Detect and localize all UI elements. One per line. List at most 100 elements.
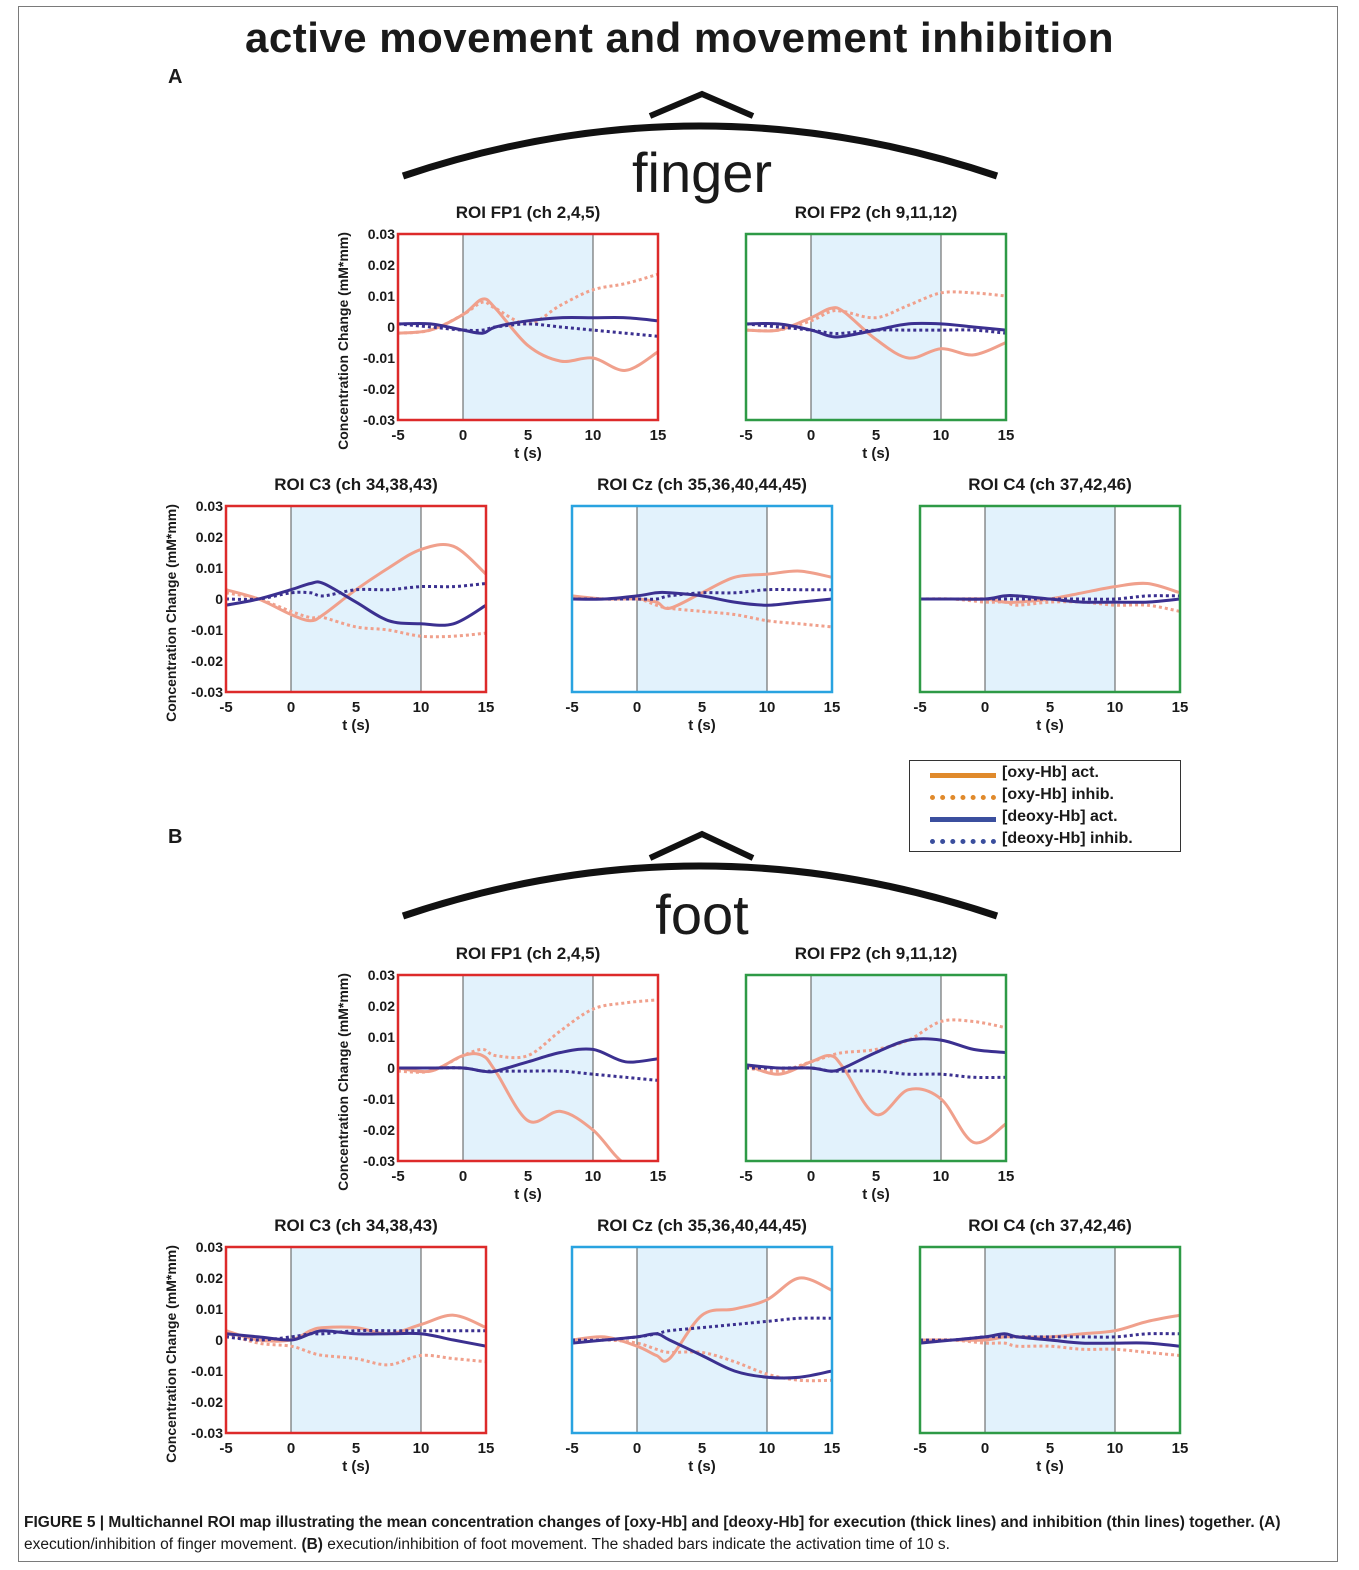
y-tick-label: -0.03 — [363, 412, 395, 428]
x-axis-label: t (s) — [342, 717, 370, 734]
chart-title: ROI C3 (ch 34,38,43) — [274, 1216, 437, 1235]
caption-lead: FIGURE 5 | Multichannel ROI map illustra… — [24, 1514, 1255, 1531]
x-tick-label: 0 — [287, 1440, 295, 1457]
chart-title: ROI C3 (ch 34,38,43) — [274, 475, 437, 494]
chart-a-fp2: ROI FP2 (ch 9,11,12) -5 0 5 10 15 t (s) — [739, 203, 1014, 462]
y-tick-label: 0 — [215, 591, 223, 607]
nose-marker — [648, 90, 755, 119]
head-arc — [401, 862, 999, 920]
panel-a-letter: A — [168, 66, 183, 88]
y-tick-label: 0.01 — [368, 288, 395, 304]
x-tick-label: -5 — [913, 699, 926, 716]
y-tick-label: 0.01 — [196, 560, 223, 576]
series-line — [398, 1052, 624, 1161]
x-axis-label: t (s) — [514, 1186, 542, 1203]
legend-item-deoxy-inhib: [deoxy-Hb] inhib. — [910, 829, 1180, 851]
x-tick-label: 0 — [633, 1440, 641, 1457]
y-tick-label: -0.02 — [363, 381, 395, 397]
x-tick-label: 15 — [824, 1440, 841, 1457]
x-tick-label: 0 — [459, 427, 467, 444]
series-group — [226, 1313, 486, 1367]
x-tick-label: -5 — [565, 699, 578, 716]
legend-swatch — [930, 795, 996, 800]
y-tick-label: -0.01 — [191, 1363, 223, 1379]
series-line — [746, 322, 1006, 336]
series-line — [226, 582, 486, 601]
plot-frame — [744, 232, 1008, 422]
plot-frame — [744, 973, 1008, 1163]
x-tick-label: 0 — [459, 1168, 467, 1185]
x-tick-label: 15 — [824, 699, 841, 716]
x-axis-label: t (s) — [1036, 717, 1064, 734]
series-line — [572, 1316, 832, 1342]
x-axis-label: t (s) — [514, 445, 542, 462]
chart-title: ROI FP1 (ch 2,4,5) — [456, 203, 601, 222]
series-line — [226, 1328, 486, 1342]
activation-shade — [811, 234, 941, 420]
x-axis-label: t (s) — [862, 445, 890, 462]
x-tick-label: 10 — [1107, 699, 1124, 716]
activation-shade — [463, 975, 593, 1161]
series-line — [572, 587, 832, 601]
y-tick-label: 0.03 — [196, 1239, 223, 1255]
x-axis-label: t (s) — [688, 1458, 716, 1475]
x-tick-label: -5 — [565, 1440, 578, 1457]
x-tick-label: 0 — [633, 699, 641, 716]
x-tick-label: -5 — [913, 1440, 926, 1457]
y-tick-label: -0.03 — [191, 1425, 223, 1441]
x-tick-label: 0 — [807, 1168, 815, 1185]
y-tick-label: -0.02 — [191, 653, 223, 669]
series-line — [746, 1066, 1006, 1080]
x-tick-label: 5 — [698, 1440, 706, 1457]
x-tick-label: 15 — [1172, 1440, 1189, 1457]
y-tick-label: 0 — [215, 1332, 223, 1348]
x-tick-label: 5 — [352, 1440, 360, 1457]
x-tick-label: 0 — [287, 699, 295, 716]
plot-frame — [570, 504, 834, 694]
chart-a-c3: ROI C3 (ch 34,38,43) -5 0 5 10 15 t (s) 0.03 0.0… — [163, 475, 494, 734]
series-group — [572, 569, 832, 629]
figure-border — [18, 6, 1338, 1562]
legend: [oxy-Hb] act. [oxy-Hb] inhib. [deoxy-Hb]… — [909, 760, 1181, 852]
series-group — [398, 998, 658, 1161]
x-tick-label: 10 — [759, 699, 776, 716]
series-group — [746, 1018, 1006, 1145]
y-axis-label: Concentration Change (mM*mm) — [163, 1245, 179, 1463]
series-line — [746, 321, 1006, 339]
series-line — [920, 1332, 1180, 1342]
series-group — [398, 272, 658, 372]
chart-a-c4: ROI C4 (ch 37,42,46) -5 0 5 10 15 t (s) — [913, 475, 1188, 734]
legend-swatch — [930, 839, 996, 844]
y-tick-label: -0.02 — [191, 1394, 223, 1410]
chart-title: ROI Cz (ch 35,36,40,44,45) — [597, 1216, 807, 1235]
y-tick-label: 0.01 — [368, 1029, 395, 1045]
caption-a-text: execution/inhibition of finger movement. — [24, 1536, 302, 1553]
x-tick-label: 5 — [524, 427, 532, 444]
y-tick-label: -0.01 — [191, 622, 223, 638]
x-tick-label: 5 — [698, 699, 706, 716]
y-tick-label: -0.03 — [191, 684, 223, 700]
plot-frame — [918, 1245, 1182, 1435]
chart-title: ROI C4 (ch 37,42,46) — [968, 475, 1131, 494]
legend-item-oxy-act: [oxy-Hb] act. — [910, 763, 1180, 785]
chart-a-cz: ROI Cz (ch 35,36,40,44,45) -5 0 5 10 15 t (s) — [565, 475, 841, 734]
y-tick-label: 0.02 — [196, 529, 223, 545]
x-axis-label: t (s) — [342, 1458, 370, 1475]
x-tick-label: 15 — [650, 427, 667, 444]
series-line — [226, 591, 486, 639]
chart-b-fp2: ROI FP2 (ch 9,11,12) -5 0 5 10 15 t (s) — [739, 944, 1014, 1203]
series-line — [398, 322, 658, 338]
x-tick-label: 0 — [981, 1440, 989, 1457]
series-line — [920, 1338, 1180, 1357]
chart-title: ROI FP1 (ch 2,4,5) — [456, 944, 601, 963]
figure-caption: FIGURE 5 | Multichannel ROI map illustra… — [24, 1512, 1336, 1556]
series-line — [746, 306, 1006, 360]
caption-b-text: execution/inhibition of foot movement. T… — [322, 1536, 950, 1553]
legend-label: [deoxy-Hb] act. — [1002, 808, 1118, 825]
y-tick-label: 0 — [387, 1060, 395, 1076]
head-schematic-a-icon — [401, 90, 999, 180]
x-axis-label: t (s) — [688, 717, 716, 734]
activation-shade — [637, 1247, 767, 1433]
plot-frame — [570, 1245, 834, 1435]
chart-title: ROI FP2 (ch 9,11,12) — [795, 203, 958, 222]
